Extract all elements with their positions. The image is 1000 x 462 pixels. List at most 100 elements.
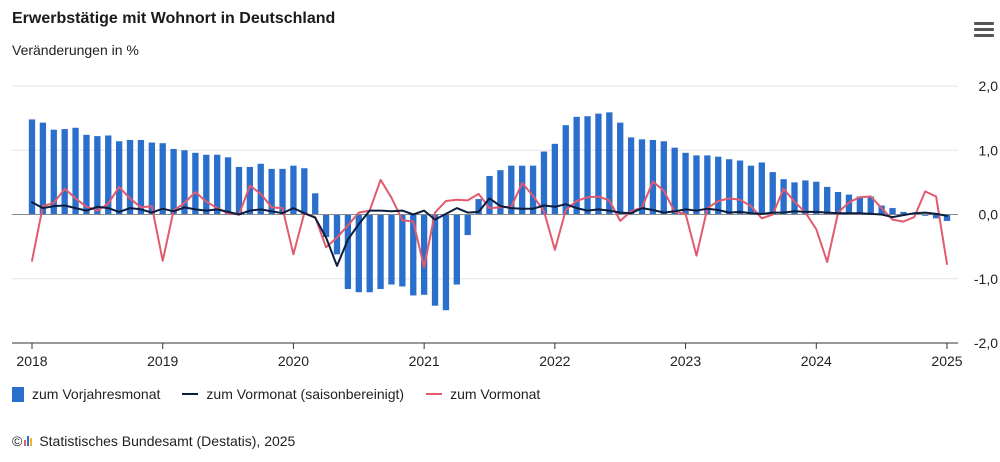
bar [410, 214, 417, 296]
bar [682, 152, 689, 215]
bar [105, 135, 112, 215]
bar [420, 214, 428, 295]
bar [214, 154, 221, 215]
bar [442, 214, 450, 311]
bar [878, 205, 885, 215]
bar [115, 141, 123, 215]
bar [192, 152, 199, 215]
bar [203, 154, 210, 215]
bar [736, 160, 744, 215]
bar [606, 112, 613, 215]
x-tick-label: 2018 [16, 353, 47, 369]
bar [551, 143, 559, 215]
y-tick-label: -1,0 [974, 271, 998, 287]
bar [246, 166, 254, 215]
x-tick-label: 2020 [278, 353, 309, 369]
bar [312, 193, 319, 215]
y-tick-label: -2,0 [974, 335, 998, 351]
bar [28, 119, 36, 215]
y-tick-label: 2,0 [979, 78, 999, 94]
bar [856, 196, 864, 215]
series-line-vormonat [31, 178, 948, 269]
x-tick-label: 2019 [147, 353, 178, 369]
bar [725, 159, 733, 215]
bar [834, 192, 842, 215]
bar [802, 180, 809, 215]
bar [268, 168, 275, 215]
bar [638, 139, 646, 215]
legend-label: zum Vorjahresmonat [32, 386, 161, 402]
bar [845, 194, 853, 215]
legend-item-vormonat-saisonbereinigt[interactable]: zum Vormonat (saisonbereinigt) [182, 386, 404, 402]
bar [83, 134, 90, 215]
legend-bar-swatch [12, 386, 24, 402]
bar [290, 165, 297, 215]
bar [867, 196, 874, 215]
legend-line-swatch [426, 393, 443, 395]
bar [486, 175, 493, 215]
bar [769, 172, 776, 215]
bar [94, 136, 101, 215]
bar [922, 214, 929, 216]
bar [540, 151, 548, 215]
bar [791, 182, 798, 215]
bar [660, 141, 667, 215]
bar [932, 214, 940, 219]
y-tick-label: 0,0 [979, 207, 999, 223]
x-tick-label: 2025 [931, 353, 962, 369]
bar [322, 214, 330, 237]
x-tick-label: 2023 [670, 353, 701, 369]
bar [61, 129, 68, 215]
hamburger-menu-icon[interactable] [974, 22, 994, 40]
bar [377, 214, 384, 290]
copyright-symbol: © [12, 433, 23, 449]
bar [747, 165, 755, 215]
bar [943, 214, 951, 221]
bar [137, 139, 145, 215]
bar [627, 137, 635, 215]
legend-label: zum Vormonat [450, 386, 541, 402]
bar [671, 147, 678, 215]
legend-line-swatch [182, 393, 199, 395]
destatis-logo-icon [24, 436, 34, 446]
bar [453, 214, 460, 285]
bar [824, 186, 831, 215]
legend-item-vorjahresmonat[interactable]: zum Vorjahresmonat [12, 386, 160, 402]
x-tick-label: 2021 [409, 353, 440, 369]
bar [758, 162, 765, 215]
chart-title: Erwerbstätige mit Wohnort in Deutschland [12, 10, 336, 27]
bar [50, 129, 57, 215]
bar [529, 165, 537, 215]
source-text: Statistisches Bundesamt (Destatis), 2025 [39, 433, 296, 449]
bar [399, 214, 406, 287]
bar [900, 211, 907, 215]
bar [431, 214, 439, 306]
bar [39, 122, 47, 215]
bar [126, 139, 134, 215]
bar [519, 165, 526, 215]
bar [170, 148, 177, 215]
chart-subtitle: Veränderungen in % [12, 42, 139, 58]
chart-legend: zum Vorjahresmonat zum Vormonat (saisonb… [12, 386, 562, 402]
bar [889, 208, 896, 215]
bar [595, 113, 602, 215]
bar [475, 199, 482, 215]
source-credit: © Statistisches Bundesamt (Destatis), 20… [12, 433, 295, 449]
bar [584, 116, 591, 215]
bar [649, 139, 657, 215]
bar [148, 142, 155, 215]
bar [333, 214, 341, 255]
x-tick-label: 2022 [539, 353, 570, 369]
bar [388, 214, 395, 285]
bar [72, 127, 79, 215]
bar [181, 150, 188, 215]
x-tick-label: 2024 [801, 353, 832, 369]
y-tick-label: 1,0 [979, 142, 999, 158]
legend-item-vormonat[interactable]: zum Vormonat [426, 386, 540, 402]
bar [704, 155, 711, 215]
bar [715, 156, 722, 215]
bar [813, 181, 820, 215]
bar [562, 125, 569, 215]
bar [279, 168, 286, 215]
bar [344, 214, 352, 290]
